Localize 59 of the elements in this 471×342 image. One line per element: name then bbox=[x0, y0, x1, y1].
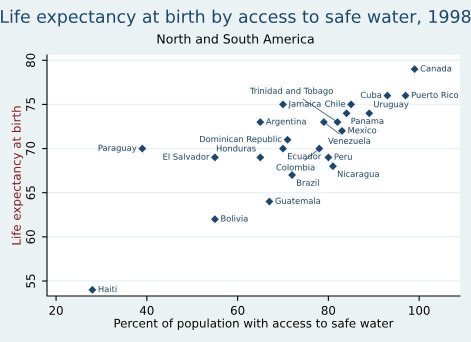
point bbox=[320, 118, 328, 126]
x-tick-label: 100 bbox=[409, 306, 430, 315]
annotation: Panama bbox=[352, 118, 384, 124]
annotation: Bolivia bbox=[221, 215, 248, 222]
annotation: Nicaragua bbox=[338, 170, 379, 179]
annotation: Venezuela bbox=[328, 138, 370, 144]
point bbox=[279, 144, 287, 153]
chart-subtitle: North and South America bbox=[158, 34, 314, 44]
point bbox=[342, 109, 350, 118]
annotation: Chile bbox=[325, 100, 346, 107]
point bbox=[402, 92, 410, 100]
point bbox=[88, 286, 96, 294]
x-tick-label: 80 bbox=[322, 306, 336, 315]
y-tick-label: 75 bbox=[26, 98, 35, 111]
y-tick-label: 80 bbox=[26, 54, 35, 68]
point bbox=[284, 136, 292, 144]
point bbox=[138, 144, 146, 153]
annotation: Canada bbox=[420, 65, 452, 72]
point bbox=[256, 153, 264, 162]
point bbox=[279, 100, 287, 108]
y-tick-label: 65 bbox=[26, 186, 35, 200]
annotation: Colombia bbox=[276, 164, 314, 170]
point bbox=[265, 198, 274, 206]
annotation: Paraguay bbox=[98, 144, 137, 153]
point bbox=[288, 171, 296, 179]
x-tick-label: 40 bbox=[140, 306, 154, 315]
y-tick-label: 70 bbox=[26, 142, 35, 156]
annotation: Honduras bbox=[216, 145, 256, 152]
x-tick-label: 20 bbox=[49, 306, 63, 315]
y-tick-label: 60 bbox=[26, 230, 35, 244]
annotation: Dominican Republic bbox=[200, 136, 282, 144]
annotation: Argentina bbox=[266, 118, 306, 126]
point bbox=[324, 153, 332, 162]
point bbox=[210, 153, 219, 162]
point bbox=[347, 100, 356, 108]
annotation: Brazil bbox=[297, 179, 319, 186]
annotation: Guatemala bbox=[275, 198, 320, 204]
point bbox=[334, 118, 342, 126]
y-tick-label: 55 bbox=[26, 274, 35, 288]
point bbox=[315, 144, 324, 153]
point bbox=[256, 118, 264, 126]
annotation: Haiti bbox=[98, 286, 116, 292]
annotation: Uruguay bbox=[374, 101, 409, 109]
point bbox=[210, 215, 219, 224]
point bbox=[383, 92, 392, 100]
annotation: Trinidad and Tobago bbox=[250, 88, 333, 96]
x-axis-title: Percent of population with access to safe water bbox=[114, 318, 394, 330]
x-tick-label: 60 bbox=[230, 306, 244, 315]
y-axis-title: Life expectancy at birth bbox=[12, 106, 24, 244]
annotation: Puerto Rico bbox=[412, 92, 458, 98]
point bbox=[328, 162, 337, 170]
point bbox=[338, 126, 346, 135]
annotation: El Salvador bbox=[163, 153, 210, 160]
annotation: Peru bbox=[334, 154, 352, 160]
point bbox=[410, 65, 419, 74]
point bbox=[365, 109, 374, 118]
chart-title: Life expectancy at birth by access to safe water, 1998 bbox=[1, 10, 470, 26]
annotation: Cuba bbox=[360, 92, 382, 98]
annotation: Mexico bbox=[348, 126, 376, 134]
